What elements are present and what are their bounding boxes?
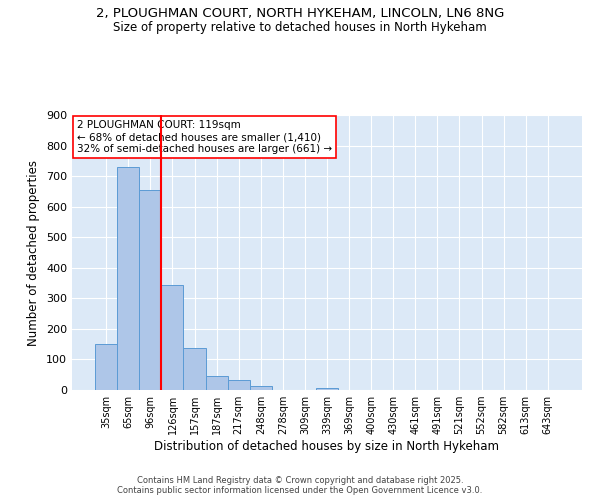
Y-axis label: Number of detached properties: Number of detached properties xyxy=(28,160,40,346)
Bar xyxy=(95,344,117,390)
Bar xyxy=(227,380,250,390)
Bar xyxy=(184,348,206,390)
Text: Size of property relative to detached houses in North Hykeham: Size of property relative to detached ho… xyxy=(113,22,487,35)
Bar xyxy=(117,167,139,390)
Text: 2 PLOUGHMAN COURT: 119sqm
← 68% of detached houses are smaller (1,410)
32% of se: 2 PLOUGHMAN COURT: 119sqm ← 68% of detac… xyxy=(77,120,332,154)
Text: 2, PLOUGHMAN COURT, NORTH HYKEHAM, LINCOLN, LN6 8NG: 2, PLOUGHMAN COURT, NORTH HYKEHAM, LINCO… xyxy=(96,8,504,20)
Bar xyxy=(139,190,161,390)
Text: Contains HM Land Registry data © Crown copyright and database right 2025.
Contai: Contains HM Land Registry data © Crown c… xyxy=(118,476,482,495)
Bar xyxy=(161,284,184,390)
Bar xyxy=(206,376,227,390)
Bar xyxy=(316,388,338,390)
X-axis label: Distribution of detached houses by size in North Hykeham: Distribution of detached houses by size … xyxy=(155,440,499,453)
Bar xyxy=(250,386,272,390)
